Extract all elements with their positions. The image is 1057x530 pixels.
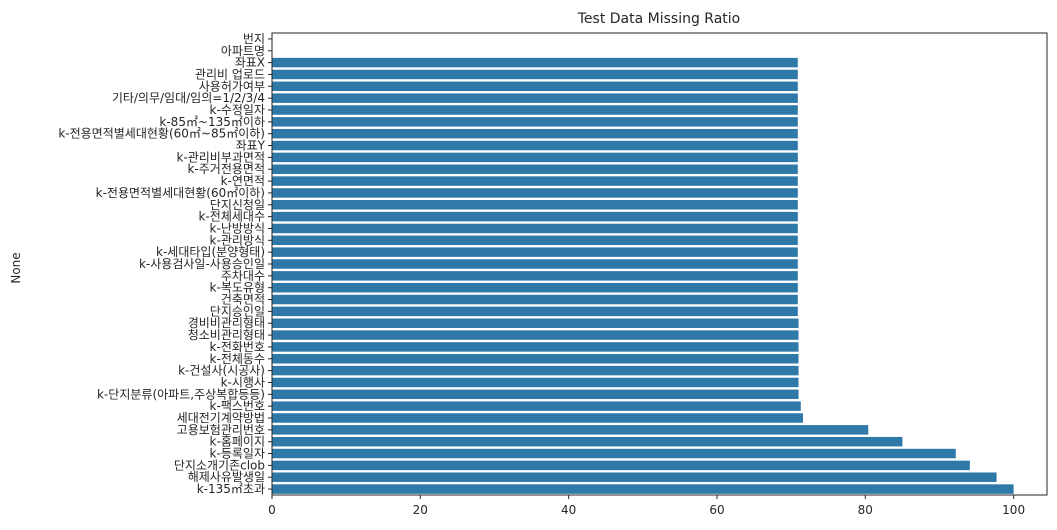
bar (272, 152, 798, 163)
y-tick-label: 청소비관리형태 (188, 328, 265, 342)
bar (272, 354, 799, 364)
bar (272, 294, 798, 305)
y-tick-label: k-주거전용면적 (187, 162, 265, 176)
bar (272, 330, 799, 340)
bar (272, 93, 798, 103)
y-tick-label: k-전화번호 (210, 340, 265, 354)
y-tick-label: k-135㎡초과 (197, 482, 265, 496)
bar (272, 436, 903, 447)
bar (272, 140, 798, 151)
bar (272, 81, 798, 92)
y-tick-label: 기타/의무/임대/임의=1/2/3/4 (112, 91, 265, 105)
y-tick-label: 해제사유발생일 (188, 470, 265, 484)
bar (272, 247, 798, 257)
bar (272, 117, 798, 127)
y-tick-label: 관리비 업로드 (195, 67, 265, 81)
bar (272, 282, 798, 293)
bar (272, 259, 798, 269)
y-tick-label: k-단지분류(아파트,주상복합등등) (97, 387, 265, 401)
x-tick-label: 20 (413, 503, 428, 517)
y-tick-label: k-전용면적별세대현황(60㎡~85㎡이하) (58, 127, 265, 141)
bar (272, 425, 869, 435)
bar (272, 448, 956, 459)
y-tick-label: k-등록일자 (210, 447, 265, 461)
bar (272, 105, 798, 115)
y-tick-label: 좌표Y (236, 139, 266, 153)
bar (272, 223, 798, 234)
bar (272, 188, 798, 198)
y-tick-label: k-전체세대수 (199, 210, 265, 224)
bar (272, 472, 997, 482)
y-tick-label: 좌표X (235, 56, 265, 70)
bar (272, 318, 799, 328)
y-tick-label: k-시행사 (221, 374, 265, 389)
bar (272, 211, 798, 222)
y-tick-label: 사용허가여부 (199, 79, 265, 93)
bar (272, 271, 798, 281)
bar (272, 365, 799, 376)
bar (272, 413, 804, 423)
bar (272, 342, 799, 352)
bar (272, 306, 798, 317)
y-tick-label: 경비비관리형태 (188, 316, 265, 330)
y-axis-label: None (9, 252, 23, 283)
x-tick-label: 80 (858, 503, 873, 517)
bar (272, 128, 798, 139)
bars-group (272, 57, 1014, 494)
bar (272, 69, 798, 80)
y-tick-label: k-전체동수 (210, 352, 265, 366)
bar (272, 164, 798, 174)
bar (272, 176, 798, 186)
bar (272, 200, 798, 210)
y-tick-label: k-연면적 (221, 174, 265, 188)
y-tick-label: k-전용면적별세대현황(60㎡이하) (96, 186, 265, 200)
x-tick-labels: 0 20 40 60 80 100 (268, 495, 1025, 517)
x-tick-label: 100 (1002, 503, 1025, 517)
y-tick-label: k-홈페이지 (210, 435, 265, 449)
bar (272, 460, 970, 471)
x-tick-label: 0 (268, 503, 276, 517)
y-tick-label: k-관리방식 (210, 233, 265, 247)
chart-title: Test Data Missing Ratio (577, 11, 741, 27)
y-tick-label: 단지소개기존clob (174, 458, 265, 472)
x-tick-label: 40 (561, 503, 576, 517)
y-tick-label: k-관리비부과면적 (176, 150, 265, 164)
y-tick-label: k-건설사(시공사) (178, 364, 265, 378)
bar (272, 484, 1014, 494)
y-tick-label: 고용보험관리번호 (177, 423, 265, 437)
y-tick-label: k-세대타입(분양형태) (156, 245, 265, 259)
bar (272, 57, 798, 68)
y-tick-label: 주차대수 (221, 269, 265, 283)
y-tick-label: 단지신청일 (210, 198, 265, 212)
x-tick-label: 60 (709, 503, 724, 517)
plot-frame (271, 32, 1048, 496)
y-tick-label: k-수정일자 (210, 103, 265, 117)
y-tick-label: k-사용검사일-사용승인일 (139, 257, 265, 271)
y-tick-label: 아파트명 (221, 44, 265, 58)
y-tick-label: k-팩스번호 (210, 399, 265, 413)
y-tick-label: 건축면적 (221, 293, 265, 307)
y-tick-label: k-난방방식 (210, 221, 265, 235)
y-tick-label: 단지승인일 (210, 304, 265, 318)
bar (272, 235, 798, 246)
bar (272, 377, 799, 388)
y-tick-label: k-복도유형 (210, 281, 265, 295)
y-tick-label: 번지 (243, 32, 265, 46)
y-tick-label: 세대전기계약방법 (177, 410, 265, 425)
bar (272, 389, 799, 400)
bar (272, 401, 801, 411)
y-tick-label: k-85㎡~135㎡이하 (159, 115, 265, 129)
